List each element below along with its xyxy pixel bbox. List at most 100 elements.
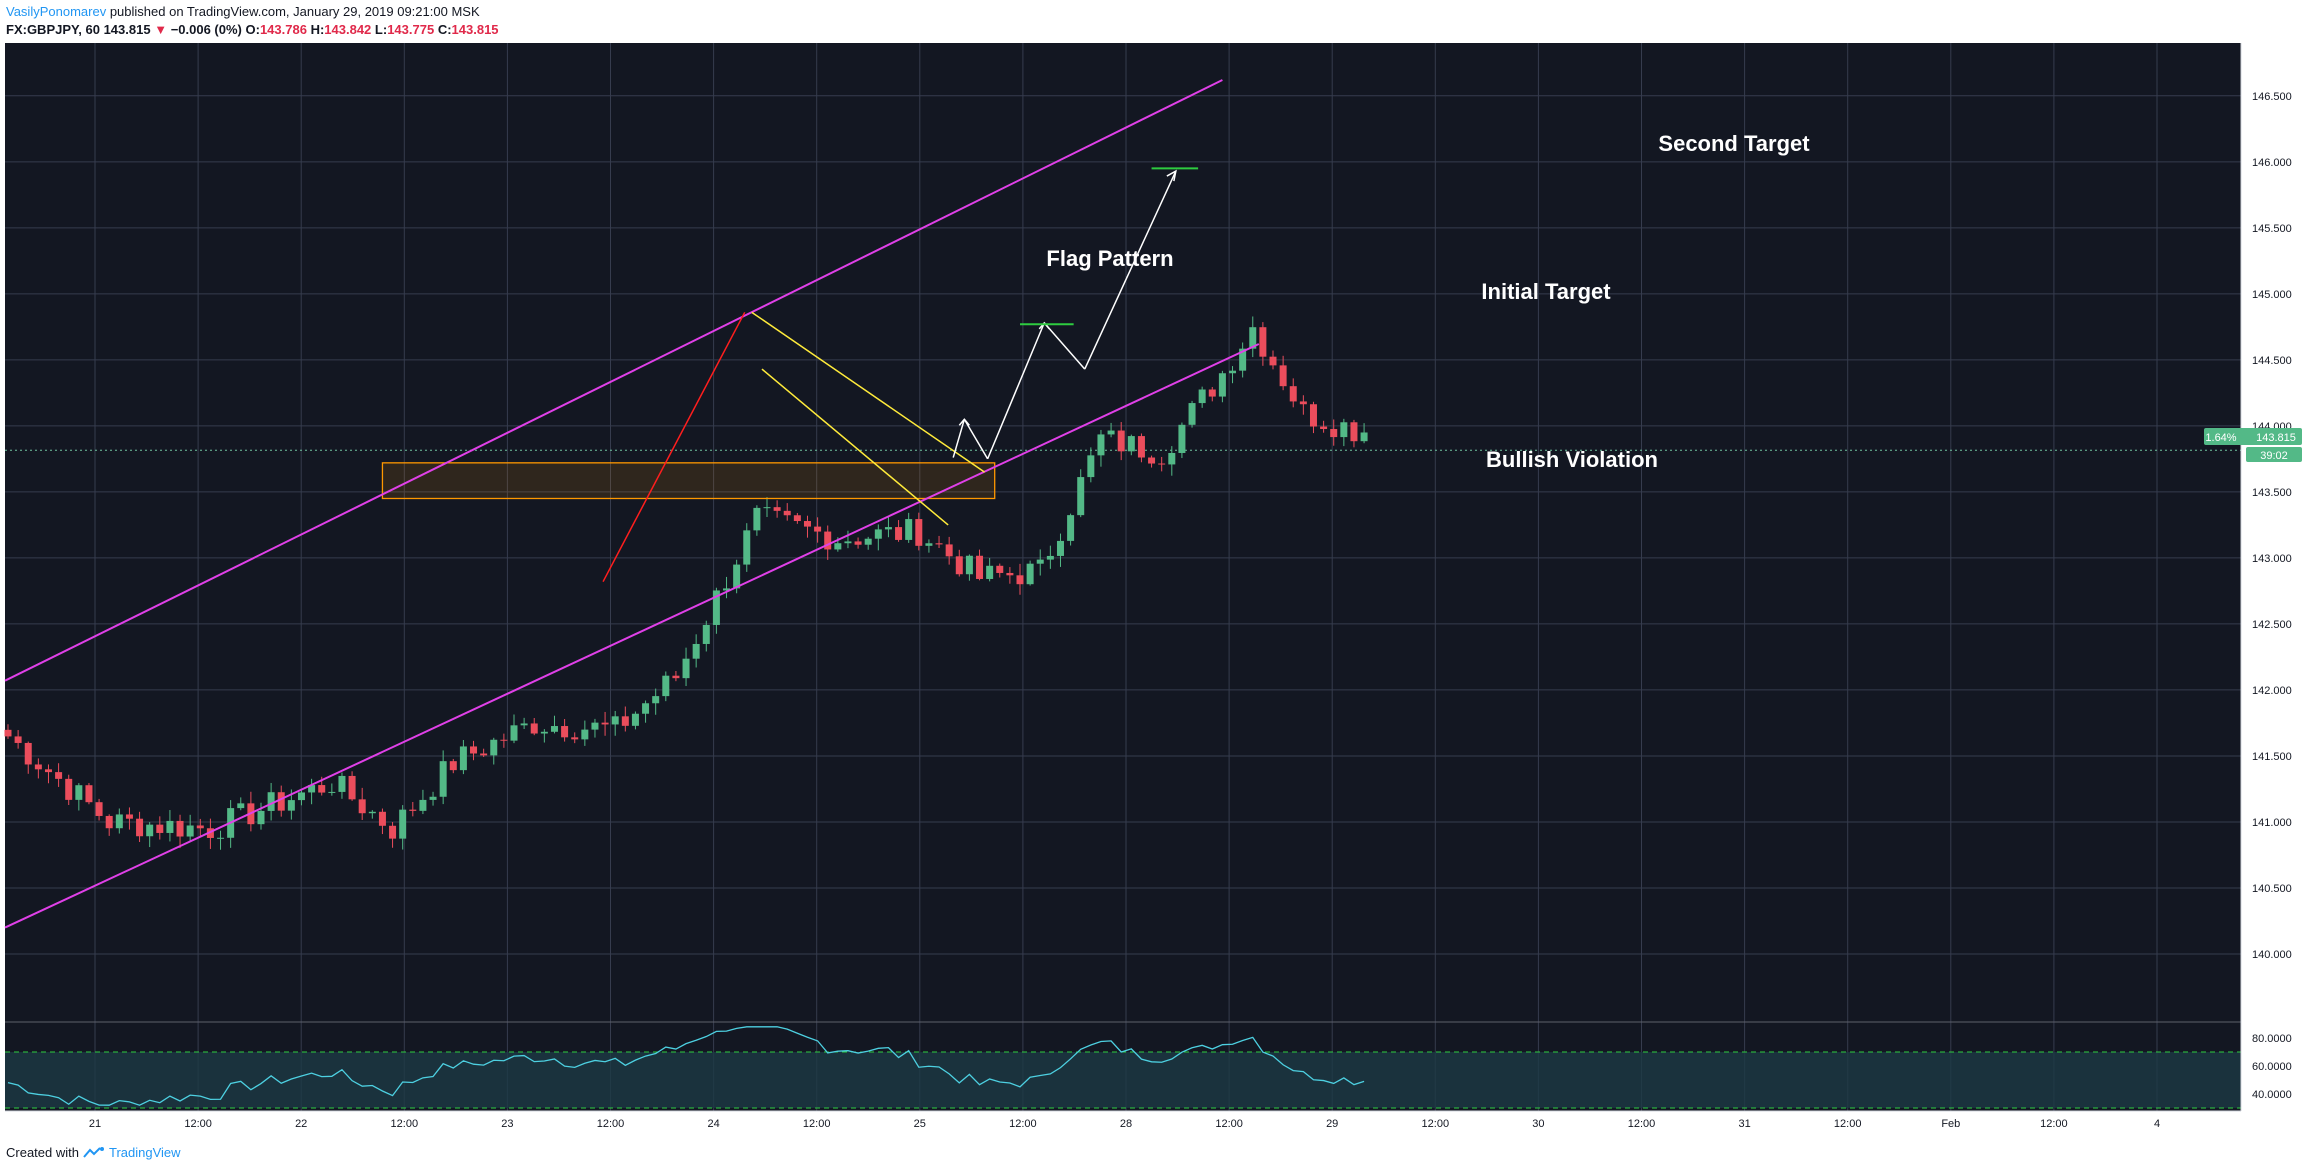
candle-body bbox=[105, 815, 113, 829]
candle-body bbox=[793, 515, 801, 522]
annotation-initial-target: Initial Target bbox=[1481, 279, 1611, 304]
time-tick-label: 12:00 bbox=[597, 1118, 625, 1130]
candle-body bbox=[308, 785, 316, 793]
candle-body bbox=[429, 796, 437, 800]
time-tick-label: 21 bbox=[89, 1118, 101, 1130]
arrowhead bbox=[958, 418, 970, 426]
time-tick-label: Feb bbox=[1941, 1118, 1960, 1130]
candle-body bbox=[65, 778, 73, 800]
flag-upper-line bbox=[751, 311, 986, 473]
candle-body bbox=[712, 590, 720, 625]
candle-body bbox=[439, 761, 447, 797]
candle-body bbox=[1218, 373, 1226, 397]
candle-body bbox=[1229, 370, 1237, 374]
price-tick-label: 143.000 bbox=[2252, 553, 2292, 565]
channel-upper-line bbox=[4, 79, 1223, 682]
candle-body bbox=[419, 799, 427, 811]
candle-body bbox=[753, 507, 761, 531]
price-tick-label: 140.500 bbox=[2252, 883, 2292, 895]
candle-body bbox=[1309, 404, 1317, 427]
support-zone bbox=[381, 462, 996, 500]
candle-body bbox=[783, 510, 791, 516]
candle-body bbox=[1168, 452, 1176, 465]
candle-body bbox=[1198, 389, 1206, 404]
candle-body bbox=[1097, 434, 1105, 456]
candle-body bbox=[601, 722, 609, 725]
candle-body bbox=[125, 814, 133, 819]
tradingview-brand[interactable]: TradingView bbox=[108, 1145, 181, 1160]
candle-body bbox=[75, 785, 83, 800]
published-text: published on TradingView.com, January 29… bbox=[109, 4, 480, 19]
candle-body bbox=[297, 792, 305, 801]
candle-body bbox=[95, 802, 103, 816]
candle-body bbox=[510, 725, 518, 741]
rsi-pane bbox=[5, 1021, 2241, 1109]
projection-segment bbox=[1043, 322, 1086, 370]
candle-body bbox=[338, 775, 346, 792]
time-tick-label: 12:00 bbox=[1834, 1118, 1862, 1130]
created-with-text: Created with bbox=[6, 1145, 79, 1160]
candle-body bbox=[1158, 463, 1166, 465]
candle-body bbox=[409, 809, 417, 811]
time-tick-label: 24 bbox=[707, 1118, 719, 1130]
candle-body bbox=[196, 825, 204, 829]
time-axis[interactable]: 21 12:00 22 12:00 23 12:00 24 12:00 25 12:00 28 12:… bbox=[5, 1110, 2241, 1130]
time-tick-label: 4 bbox=[2154, 1118, 2160, 1130]
author-link[interactable]: VasilyPonomarev bbox=[6, 4, 107, 19]
annotation-flag-pattern: Flag Pattern bbox=[1046, 246, 1173, 271]
change-value: −0.006 (0%) bbox=[170, 22, 242, 37]
candle-body bbox=[652, 696, 660, 704]
candle-body bbox=[854, 541, 862, 545]
candle-body bbox=[1320, 426, 1328, 430]
candle-body bbox=[702, 624, 710, 644]
time-tick-label: 12:00 bbox=[184, 1118, 212, 1130]
candle-body bbox=[186, 825, 194, 837]
candle-body bbox=[176, 820, 184, 837]
candle-body bbox=[217, 837, 225, 839]
grid bbox=[5, 43, 2241, 1111]
candle-body bbox=[267, 792, 275, 811]
candle-body bbox=[965, 555, 973, 575]
candle-body bbox=[44, 769, 52, 773]
candle-body bbox=[14, 736, 22, 743]
candle-body bbox=[348, 775, 356, 800]
price-axis[interactable]: 140.000 140.500 141.000 141.500 142.000 142.5… bbox=[2240, 43, 2292, 1111]
candle-body bbox=[399, 809, 407, 839]
candle-body bbox=[1087, 455, 1095, 478]
price-tick-label: 141.500 bbox=[2252, 751, 2292, 763]
time-tick-label: 12:00 bbox=[1422, 1118, 1450, 1130]
footer: Created with TradingView bbox=[6, 1145, 181, 1160]
candle-body bbox=[368, 811, 376, 814]
candle-body bbox=[1016, 575, 1024, 585]
time-tick-label: 23 bbox=[501, 1118, 513, 1130]
chart[interactable]: Flag Pattern Initial Target Second Targe… bbox=[0, 40, 2308, 1140]
candle-body bbox=[733, 564, 741, 589]
candle-body bbox=[1289, 386, 1297, 402]
time-tick-label: 12:00 bbox=[1009, 1118, 1037, 1130]
arrowhead bbox=[1166, 169, 1177, 182]
candle-body bbox=[136, 818, 144, 837]
time-tick-label: 29 bbox=[1326, 1118, 1338, 1130]
candle-body bbox=[1056, 540, 1064, 556]
candle-body bbox=[146, 824, 154, 837]
candle-body bbox=[449, 761, 457, 771]
time-tick-label: 12:00 bbox=[803, 1118, 831, 1130]
price-tick-label: 141.000 bbox=[2252, 817, 2292, 829]
candle-body bbox=[591, 722, 599, 730]
price-tick-label: 145.000 bbox=[2252, 289, 2292, 301]
symbol-label: FX:GBPJPY, 60 bbox=[6, 22, 100, 37]
candle-body bbox=[1269, 356, 1277, 366]
candle-body bbox=[1148, 457, 1156, 464]
candle-body bbox=[1259, 327, 1267, 357]
candle-body bbox=[550, 726, 558, 732]
candle-body bbox=[976, 555, 984, 579]
rsi-line bbox=[7, 1026, 1365, 1106]
candle-body bbox=[692, 643, 700, 659]
price-tick-label: 140.000 bbox=[2252, 949, 2292, 961]
candle-body bbox=[1188, 403, 1196, 425]
candle-body bbox=[682, 658, 690, 679]
candle-body bbox=[530, 723, 538, 734]
time-tick-label: 31 bbox=[1738, 1118, 1750, 1130]
candle-body bbox=[803, 521, 811, 527]
candle-body bbox=[470, 746, 478, 754]
